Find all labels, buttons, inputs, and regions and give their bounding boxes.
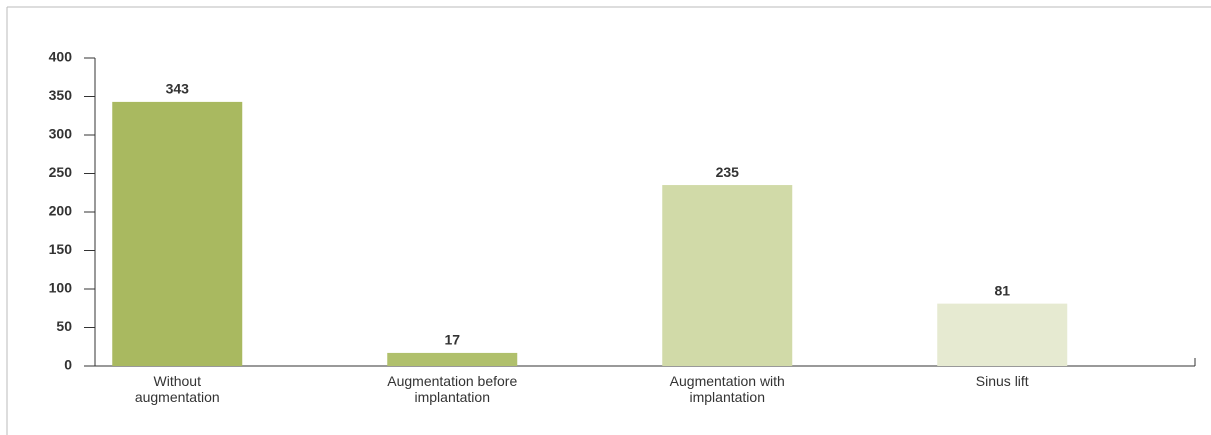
y-tick-label: 100 — [49, 280, 73, 296]
bar — [112, 101, 243, 366]
value-label: 343 — [166, 81, 190, 97]
value-label: 17 — [444, 332, 460, 348]
y-tick-label: 150 — [49, 241, 73, 257]
bar — [387, 352, 518, 366]
y-tick-label: 250 — [49, 164, 73, 180]
y-tick-label: 350 — [49, 87, 73, 103]
value-label: 235 — [716, 164, 740, 180]
x-tick-label: Without augmentation — [134, 373, 220, 405]
value-label: 81 — [994, 282, 1010, 298]
bar — [937, 303, 1068, 366]
x-tick-label: Sinus lift — [975, 373, 1029, 389]
x-tick-label: Augmentation before implantation — [387, 373, 518, 405]
y-tick-label: 400 — [49, 49, 73, 65]
y-tick-label: 300 — [49, 126, 73, 142]
y-tick-label: 200 — [49, 203, 73, 219]
x-tick-label: Augmentation with implantation — [669, 373, 785, 405]
y-tick-label: 0 — [64, 357, 72, 373]
bar — [662, 185, 793, 366]
y-tick-label: 50 — [56, 318, 72, 334]
